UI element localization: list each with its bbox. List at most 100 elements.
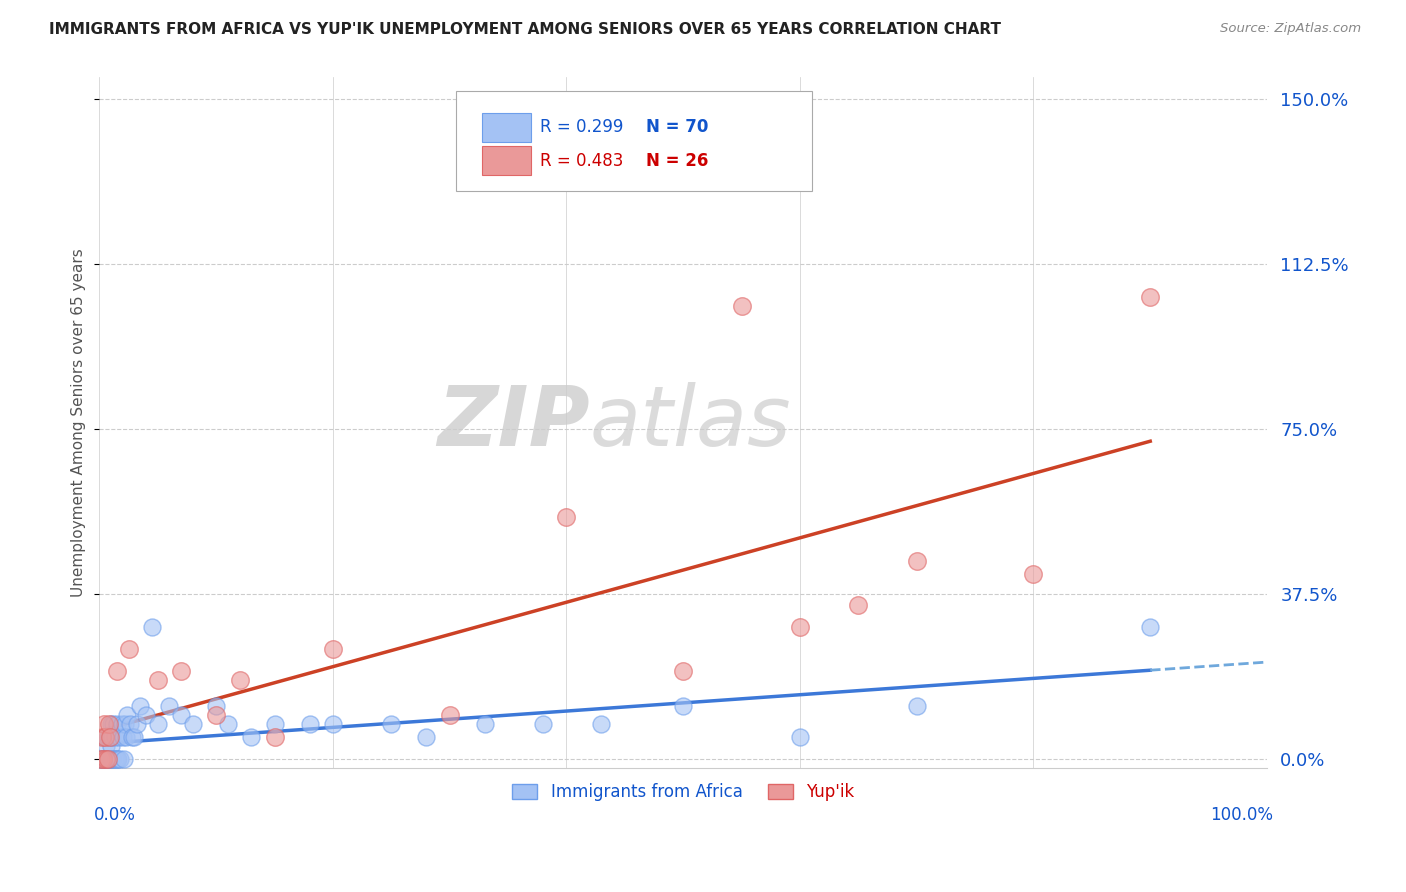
Point (100, 752, 122, 766)
Point (298, 716, 321, 731)
Point (217, 716, 239, 731)
Point (135, 708, 157, 723)
Point (474, 716, 496, 731)
Point (146, 716, 169, 731)
Point (121, 730, 143, 744)
Point (117, 708, 139, 723)
Point (114, 716, 136, 731)
Point (97, 752, 120, 766)
Point (672, 699, 695, 714)
Point (322, 716, 344, 731)
Text: R = 0.299: R = 0.299 (540, 118, 623, 136)
Point (1139, 620, 1161, 634)
Point (105, 752, 128, 766)
Point (90, 752, 112, 766)
Point (439, 708, 461, 723)
Point (117, 642, 139, 657)
Point (90, 752, 112, 766)
Point (90, 752, 112, 766)
Point (240, 730, 263, 744)
Point (181, 716, 204, 731)
Point (93, 716, 115, 731)
Text: ZIP: ZIP (437, 382, 589, 463)
Point (263, 730, 285, 744)
Text: N = 70: N = 70 (645, 118, 709, 136)
Point (97, 716, 120, 731)
Text: IMMIGRANTS FROM AFRICA VS YUP'IK UNEMPLOYMENT AMONG SENIORS OVER 65 YEARS CORREL: IMMIGRANTS FROM AFRICA VS YUP'IK UNEMPLO… (49, 22, 1001, 37)
Point (97, 730, 120, 744)
Point (555, 510, 578, 524)
Point (91, 752, 114, 766)
Point (93, 752, 115, 766)
Point (94, 730, 117, 744)
Point (97, 752, 120, 766)
Legend: Immigrants from Africa, Yup'ik: Immigrants from Africa, Yup'ik (506, 776, 860, 807)
Point (101, 752, 124, 766)
Point (100, 752, 122, 766)
Point (98, 730, 121, 744)
Text: R = 0.483: R = 0.483 (540, 152, 623, 170)
Point (672, 664, 695, 678)
Point (104, 730, 127, 744)
Point (93, 752, 115, 766)
Point (104, 752, 127, 766)
Point (228, 673, 250, 687)
Point (97, 752, 120, 766)
Point (112, 752, 135, 766)
Point (789, 730, 811, 744)
Point (141, 620, 163, 634)
Point (1022, 567, 1045, 582)
Point (91, 752, 114, 766)
Point (531, 716, 554, 731)
Point (90, 752, 112, 766)
Point (90, 730, 112, 744)
Point (118, 716, 141, 731)
Text: atlas: atlas (589, 382, 792, 463)
Point (94, 730, 117, 744)
Text: 100.0%: 100.0% (1209, 805, 1272, 823)
Text: 0.0%: 0.0% (94, 805, 135, 823)
Point (170, 708, 193, 723)
Point (124, 730, 146, 744)
Point (905, 699, 928, 714)
Point (125, 716, 148, 731)
Point (846, 598, 869, 612)
Point (94, 752, 117, 766)
Point (205, 708, 228, 723)
Point (111, 730, 134, 744)
Point (107, 752, 129, 766)
Point (93, 752, 115, 766)
Point (170, 664, 193, 678)
Text: Source: ZipAtlas.com: Source: ZipAtlas.com (1220, 22, 1361, 36)
Point (905, 554, 928, 568)
Point (94, 752, 117, 766)
Text: N = 26: N = 26 (645, 152, 709, 170)
Point (110, 716, 132, 731)
Point (98, 752, 121, 766)
FancyBboxPatch shape (456, 91, 811, 191)
Point (146, 673, 169, 687)
Point (1139, 290, 1161, 304)
Point (115, 730, 138, 744)
Point (105, 664, 128, 678)
Point (205, 699, 228, 714)
Point (97, 752, 120, 766)
Point (789, 620, 811, 634)
Point (103, 716, 125, 731)
Point (100, 716, 122, 731)
Point (100, 739, 122, 753)
Point (730, 299, 752, 313)
Point (96, 752, 118, 766)
Point (96, 739, 118, 753)
Point (110, 752, 132, 766)
Point (98, 730, 121, 744)
Point (108, 730, 131, 744)
Y-axis label: Unemployment Among Seniors over 65 years: Unemployment Among Seniors over 65 years (72, 248, 86, 597)
Point (415, 730, 437, 744)
Point (101, 730, 124, 744)
Point (104, 752, 127, 766)
Point (103, 752, 125, 766)
Point (96, 752, 118, 766)
Point (91, 752, 114, 766)
Point (591, 716, 613, 731)
